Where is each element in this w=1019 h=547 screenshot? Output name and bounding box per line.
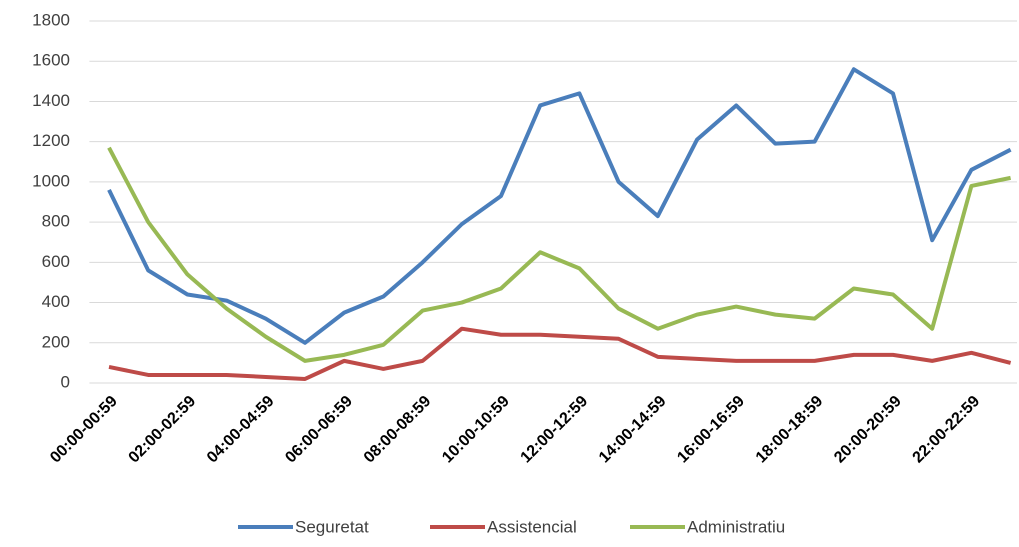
legend-label: Assistencial — [487, 517, 577, 536]
x-tick-label: 04:00-04:59 — [204, 393, 278, 467]
x-tick-label: 06:00-06:59 — [282, 393, 356, 467]
y-tick-label: 200 — [42, 332, 70, 351]
y-tick-label: 800 — [42, 212, 70, 231]
y-tick-label: 1200 — [32, 131, 70, 150]
y-tick-label: 400 — [42, 292, 70, 311]
y-tick-label: 1000 — [32, 171, 70, 190]
y-tick-label: 0 — [61, 372, 70, 391]
x-tick-label: 10:00-10:59 — [439, 393, 513, 467]
legend-label: Administratiu — [687, 517, 785, 536]
line — [108, 326, 1012, 381]
x-tick-label: 12:00-12:59 — [518, 393, 592, 467]
x-tick-label: 08:00-08:59 — [361, 393, 435, 467]
legend-label: Seguretat — [295, 517, 369, 536]
y-tick-label: 600 — [42, 252, 70, 271]
y-tick-label: 1800 — [32, 10, 70, 29]
x-tick-label: 14:00-14:59 — [596, 393, 670, 467]
x-tick-label: 20:00-20:59 — [831, 393, 905, 467]
y-tick-label: 1400 — [32, 91, 70, 110]
line — [107, 146, 1012, 363]
x-tick-label: 00:00-00:59 — [47, 393, 121, 467]
x-tick-label: 22:00-22:59 — [910, 393, 984, 467]
x-tick-label: 16:00-16:59 — [674, 393, 748, 467]
x-tick-label: 18:00-18:59 — [753, 393, 827, 467]
x-tick-label: 02:00-02:59 — [126, 393, 200, 467]
y-tick-label: 1600 — [32, 51, 70, 70]
line — [107, 67, 1012, 345]
